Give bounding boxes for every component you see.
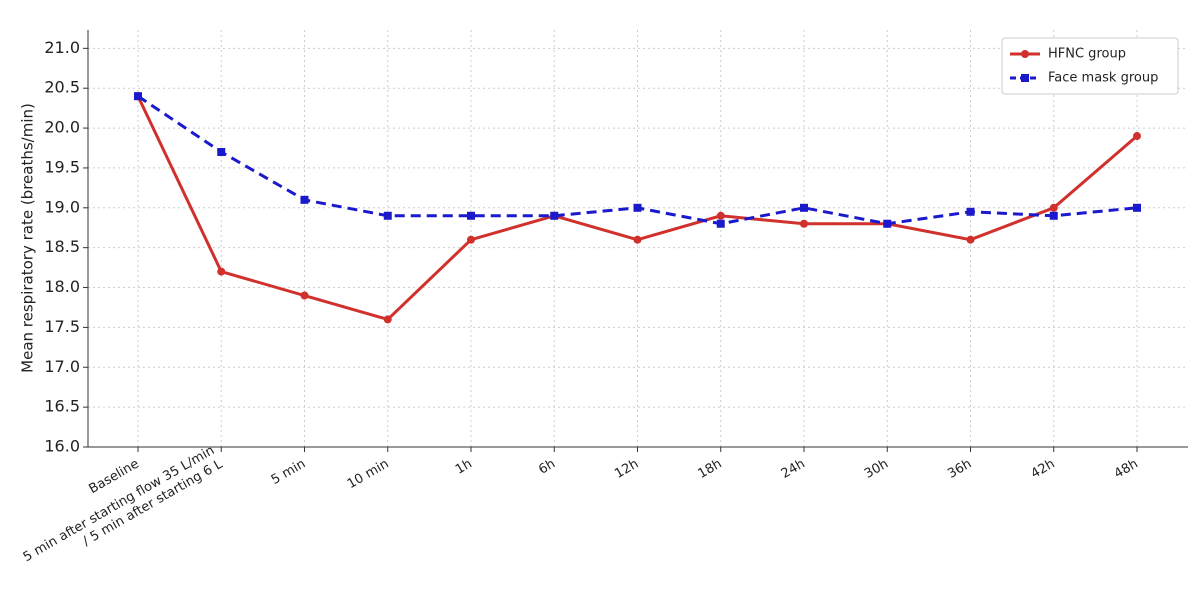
- point: [1133, 132, 1141, 141]
- point: [883, 219, 892, 228]
- point: [383, 211, 392, 220]
- point: [1133, 203, 1141, 212]
- point: [716, 219, 725, 228]
- x-tick-label: 12h: [612, 457, 641, 482]
- point: [1049, 203, 1058, 212]
- y-tick-label: 16.0: [44, 437, 80, 456]
- point: [300, 291, 309, 300]
- y-tick-label: 17.0: [44, 357, 80, 376]
- legend-marker: [1021, 50, 1029, 58]
- point: [800, 219, 808, 228]
- y-tick-label: 20.5: [44, 78, 80, 97]
- x-tick-label: 1h: [453, 457, 475, 478]
- point: [550, 211, 559, 220]
- point: [467, 235, 475, 244]
- x-tick-label: 48h: [1112, 457, 1141, 482]
- y-tick-label: 16.5: [44, 397, 80, 416]
- point: [966, 207, 975, 216]
- point: [1049, 211, 1058, 220]
- point: [966, 235, 975, 244]
- x-tick-label: 36h: [945, 457, 974, 482]
- point: [134, 92, 142, 101]
- x-tick-label: 42h: [1029, 457, 1058, 482]
- point: [300, 195, 309, 204]
- point: [383, 315, 392, 324]
- legend-box: [1001, 37, 1179, 95]
- point: [800, 203, 808, 212]
- point: [467, 211, 475, 220]
- legend-label: HFNC group: [1048, 47, 1126, 62]
- legend-marker: [1021, 74, 1029, 82]
- y-tick-label: 19.0: [44, 197, 80, 216]
- y-tick-label: 21.0: [44, 38, 80, 57]
- point: [217, 147, 226, 156]
- y-tick-label: 18.0: [44, 277, 80, 296]
- point: [217, 267, 226, 276]
- x-tick-label: 10 min: [345, 457, 392, 493]
- x-tick-label: 6h: [536, 457, 558, 478]
- point: [716, 211, 725, 220]
- x-tick-label: 5 min: [269, 457, 308, 488]
- point: [633, 203, 642, 212]
- x-tick-label: 24h: [779, 457, 808, 482]
- x-tick-label: 18h: [696, 457, 725, 482]
- y-tick-label: 19.5: [44, 157, 80, 176]
- y-axis-label: Mean respiratory rate (breaths/min): [19, 103, 37, 373]
- x-tick-label: 30h: [862, 457, 891, 482]
- point: [633, 235, 642, 244]
- y-tick-label: 18.5: [44, 237, 80, 256]
- y-tick-label: 20.0: [44, 118, 80, 137]
- legend-label: Face mask group: [1048, 71, 1158, 86]
- y-tick-label: 17.5: [44, 317, 80, 336]
